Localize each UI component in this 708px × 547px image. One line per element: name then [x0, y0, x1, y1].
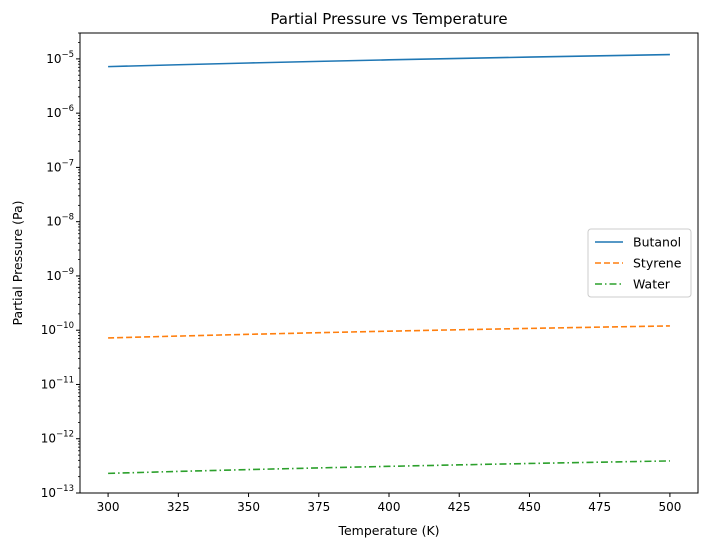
- y-tick-base: 10: [41, 323, 56, 337]
- series-line-butanol: [108, 53, 670, 68]
- y-tick-base: 10: [41, 486, 56, 500]
- x-axis-label: Temperature (K): [337, 523, 439, 538]
- y-tick-exponent: −12: [56, 430, 74, 440]
- series-line-water: [108, 460, 670, 475]
- y-tick-label: 10−13: [41, 484, 74, 500]
- x-tick-label: 475: [588, 500, 611, 514]
- x-tick-label: 350: [237, 500, 260, 514]
- y-tick-exponent: −5: [61, 50, 74, 60]
- y-tick-label: 10−9: [46, 267, 74, 283]
- y-tick-base: 10: [46, 52, 61, 66]
- y-tick-base: 10: [46, 160, 61, 174]
- y-tick-exponent: −8: [61, 213, 74, 223]
- x-tick-label: 375: [307, 500, 330, 514]
- legend-entry-butanol: Butanol: [633, 235, 681, 250]
- legend-entry-styrene: Styrene: [633, 256, 682, 271]
- y-tick-label: 10−12: [41, 430, 74, 446]
- y-tick-label: 10−10: [41, 321, 74, 337]
- plot-area: [108, 53, 670, 475]
- x-tick-label: 400: [378, 500, 401, 514]
- x-tick-label: 500: [658, 500, 681, 514]
- y-tick-base: 10: [41, 377, 56, 391]
- y-tick-exponent: −7: [61, 158, 74, 168]
- x-axis: 300 325 350 375 400 425 450 475 500: [97, 493, 681, 514]
- y-tick-exponent: −10: [56, 321, 74, 331]
- y-tick-base: 10: [46, 106, 61, 120]
- y-tick-base: 10: [46, 269, 61, 283]
- legend: Butanol Styrene Water: [587, 228, 692, 298]
- x-tick-label: 325: [167, 500, 190, 514]
- x-tick-label: 300: [97, 500, 120, 514]
- y-tick-exponent: −13: [56, 484, 74, 494]
- legend-entry-water: Water: [633, 277, 671, 292]
- y-tick-label: 10−11: [41, 375, 74, 391]
- y-tick-label: 10−8: [46, 213, 74, 229]
- y-tick-base: 10: [46, 215, 61, 229]
- series-line-styrene: [108, 325, 670, 339]
- chart-title: Partial Pressure vs Temperature: [270, 10, 507, 28]
- y-axis-label: Partial Pressure (Pa): [10, 201, 25, 326]
- y-tick-exponent: −11: [56, 375, 74, 385]
- x-tick-label: 425: [448, 500, 471, 514]
- y-tick-label: 10−5: [46, 50, 74, 66]
- y-tick-base: 10: [41, 432, 56, 446]
- legend-box: [587, 228, 692, 298]
- y-tick-label: 10−6: [46, 104, 74, 120]
- y-tick-label: 10−7: [46, 158, 74, 174]
- y-tick-exponent: −9: [61, 267, 74, 277]
- y-tick-exponent: −6: [61, 104, 74, 114]
- x-tick-label: 450: [518, 500, 541, 514]
